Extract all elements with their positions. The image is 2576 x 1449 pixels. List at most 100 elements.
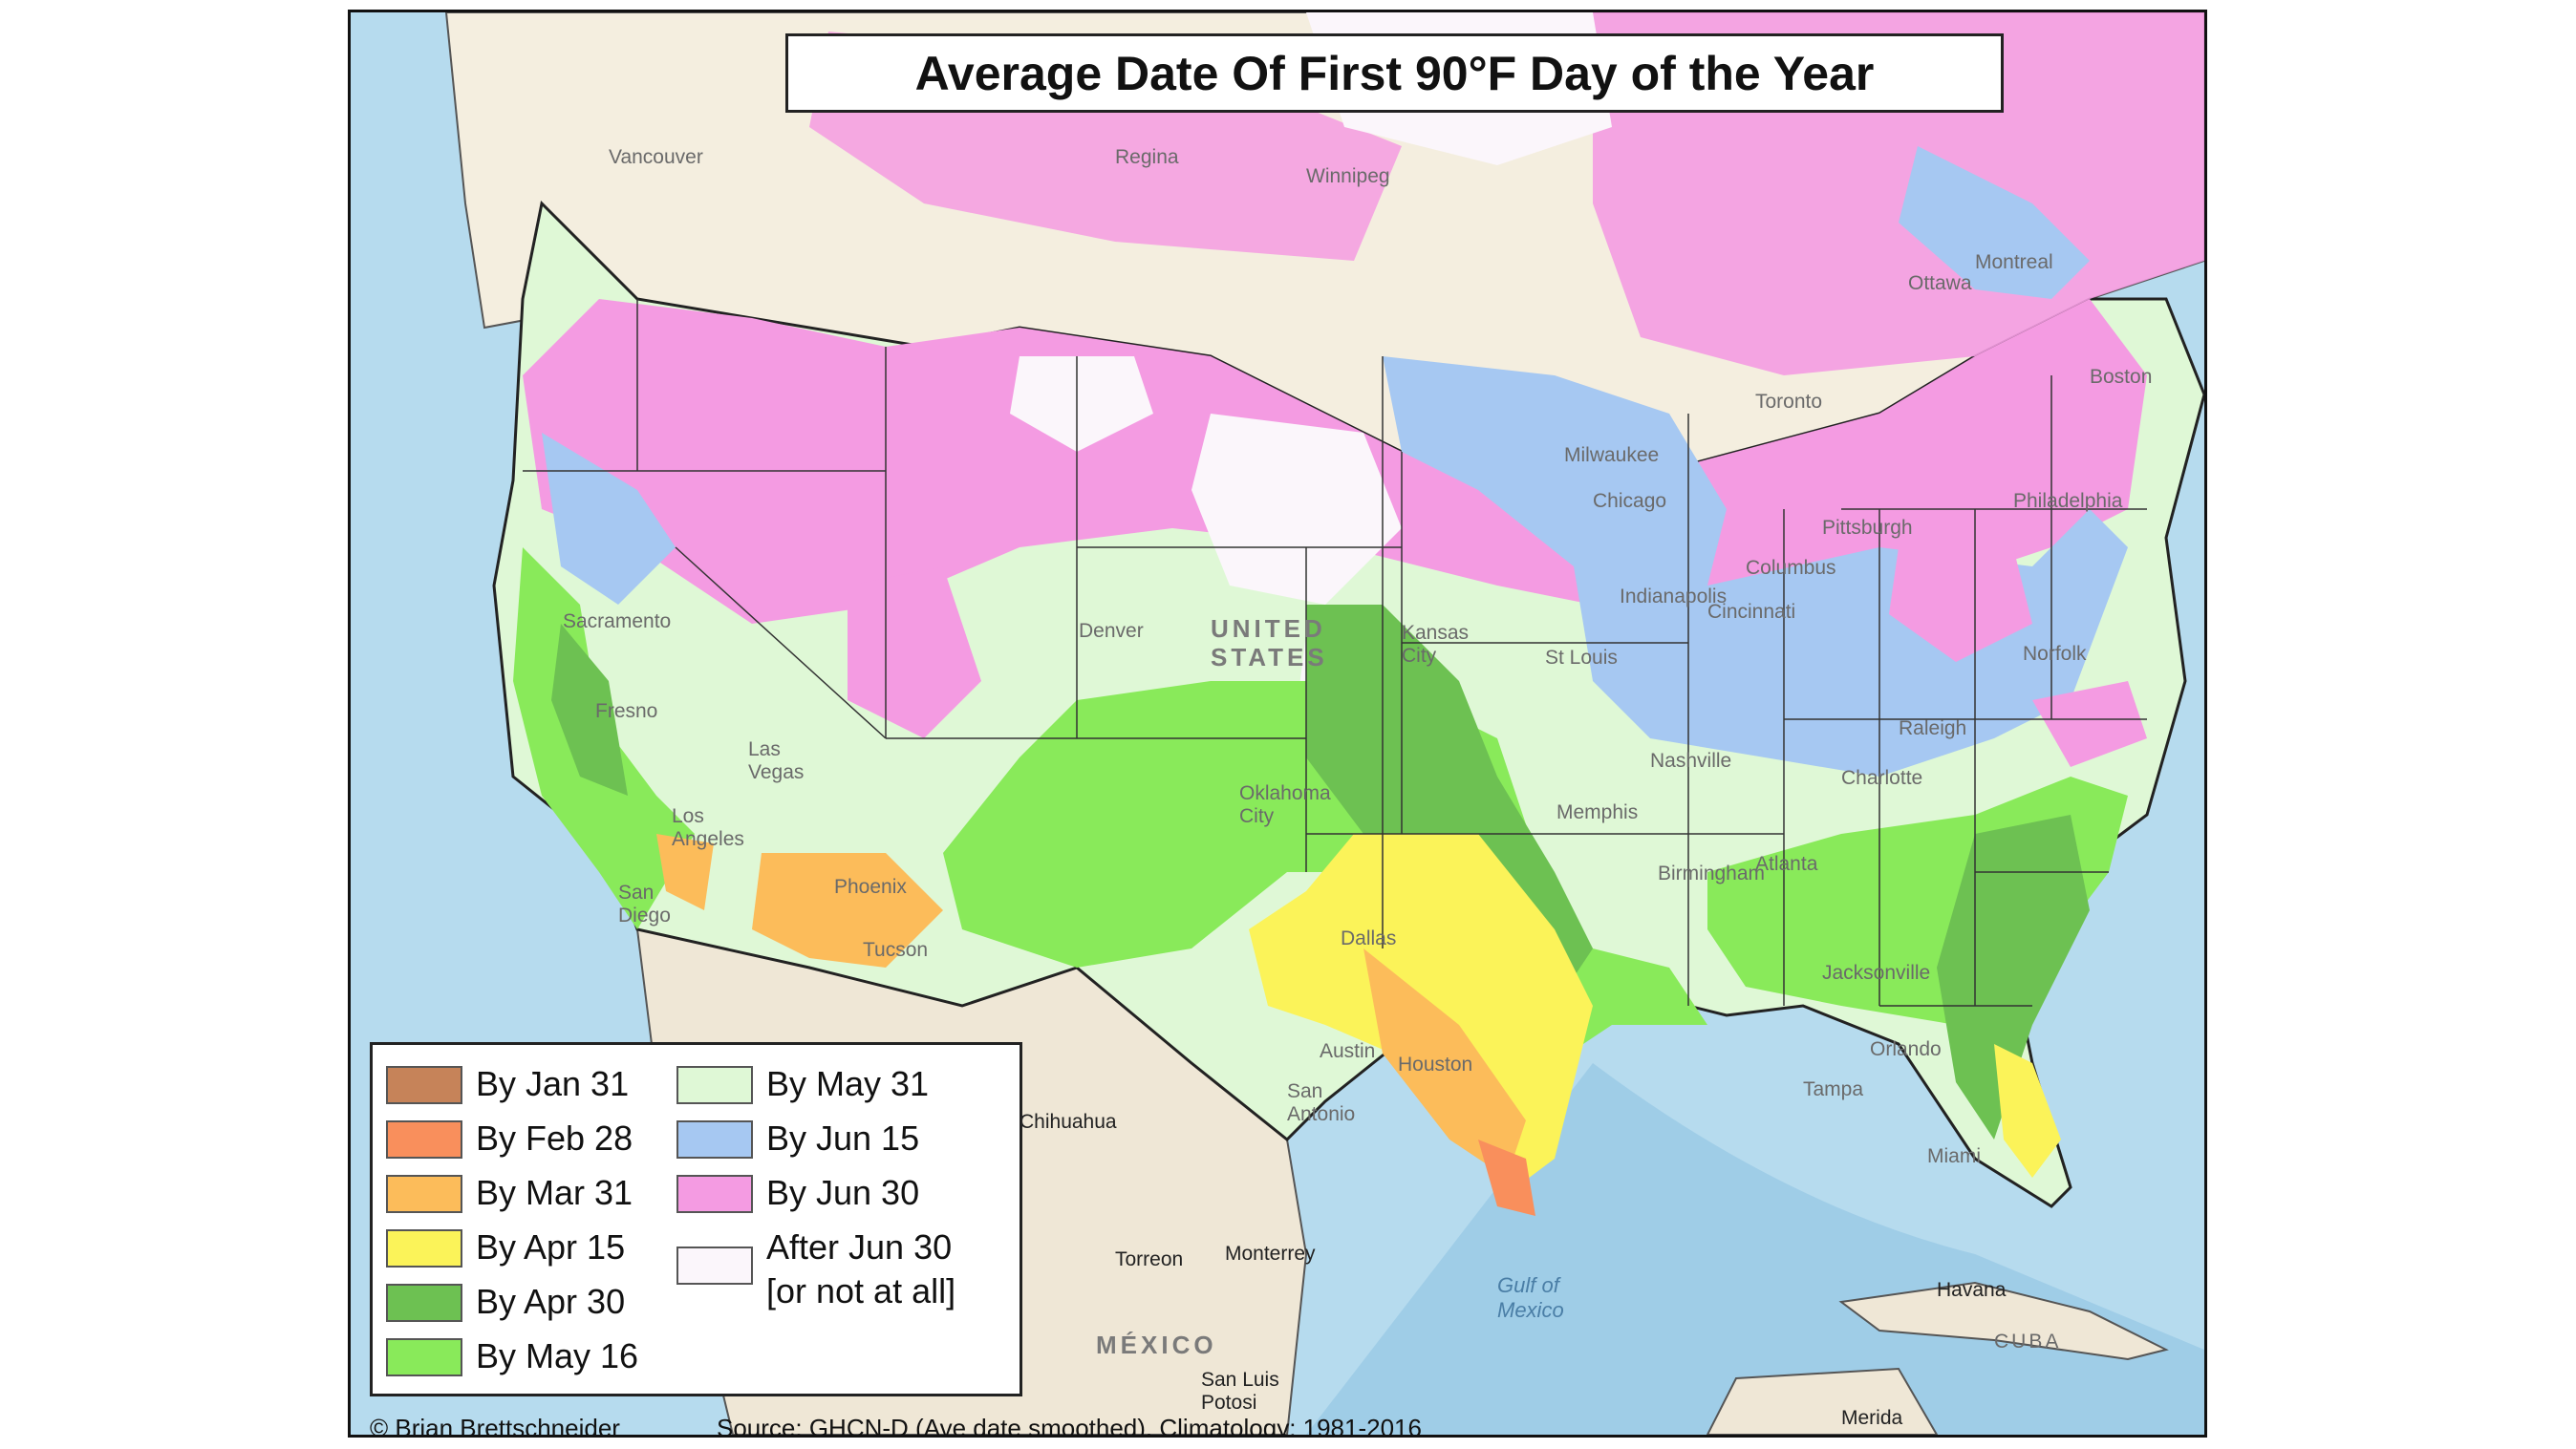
label-san-antonio: San Antonio	[1287, 1080, 1356, 1125]
label-boston: Boston	[2090, 366, 2153, 388]
label-cuba: CUBA	[1994, 1331, 2062, 1353]
legend-item-apr30: By Apr 30	[386, 1280, 625, 1324]
label-philadelphia: Philadelphia	[2013, 490, 2123, 512]
label-dallas: Dallas	[1341, 927, 1397, 949]
cuba-land	[1838, 1281, 2169, 1361]
label-oklahoma-city: Oklahoma City	[1239, 782, 1331, 827]
label-mexico: MÉXICO	[1096, 1331, 1217, 1359]
zone-jun30-appalachia	[2032, 681, 2147, 767]
label-sacramento: Sacramento	[563, 610, 672, 632]
legend-label: By Jan 31	[476, 1064, 630, 1103]
label-regina: Regina	[1115, 146, 1179, 168]
label-charlotte: Charlotte	[1841, 767, 1923, 789]
map-frame: UNITED STATES MÉXICO Gulf of Mexico CUBA…	[348, 10, 2207, 1438]
label-fresno: Fresno	[595, 700, 658, 722]
zone-mar31-south-texas	[1363, 948, 1526, 1178]
zone-after-jun30-idaho	[1010, 356, 1153, 452]
label-chicago: Chicago	[1593, 490, 1667, 512]
legend-item-jan31: By Jan 31	[386, 1062, 629, 1106]
legend-item-feb28: By Feb 28	[386, 1117, 633, 1161]
label-monterrey: Monterrey	[1225, 1243, 1316, 1265]
label-cincinnati: Cincinnati	[1707, 601, 1796, 623]
label-pittsburgh: Pittsburgh	[1822, 517, 1913, 539]
label-tucson: Tucson	[863, 939, 929, 961]
legend-label: By Jun 15	[766, 1119, 920, 1158]
label-kansas-city: Kansas City	[1402, 622, 1470, 667]
label-phoenix: Phoenix	[834, 876, 907, 898]
label-indianapolis: Indianapolis	[1620, 586, 1728, 607]
label-vancouver: Vancouver	[609, 146, 703, 168]
legend-swatch	[676, 1120, 753, 1159]
label-atlanta: Atlanta	[1755, 853, 1818, 875]
label-birmingham: Birmingham	[1658, 863, 1766, 884]
zone-mar31-arizona	[752, 853, 943, 968]
label-los-angeles: Los Angeles	[672, 805, 744, 850]
label-winnipeg: Winnipeg	[1306, 165, 1390, 187]
zone-apr15-florida	[1994, 1044, 2061, 1178]
zone-feb28-rio-grande	[1478, 1140, 1535, 1216]
legend-swatch	[386, 1066, 462, 1104]
label-san-diego: San Diego	[618, 882, 671, 927]
source-text: Source: GHCN-D (Ave date smoothed), Clim…	[717, 1414, 1422, 1438]
label-st-louis: St Louis	[1545, 647, 1618, 669]
label-havana: Havana	[1937, 1279, 2007, 1301]
legend-item-jun30: By Jun 30	[676, 1171, 919, 1215]
zone-jun15-great-lakes	[1899, 146, 2090, 299]
choropleth-map	[351, 12, 2204, 1435]
legend-label: By Jun 30	[766, 1173, 920, 1212]
label-austin: Austin	[1320, 1040, 1376, 1062]
label-merida: Merida	[1841, 1407, 1903, 1429]
zone-jun30-nevada	[848, 566, 981, 738]
label-denver: Denver	[1079, 620, 1144, 642]
label-las-vegas: Las Vegas	[748, 738, 805, 783]
label-nashville: Nashville	[1650, 750, 1732, 772]
legend-item-mar31: By Mar 31	[386, 1171, 633, 1215]
label-jacksonville: Jacksonville	[1822, 962, 1931, 984]
zone-after-jun30-wyoming	[1191, 414, 1402, 605]
yucatan-land	[1706, 1367, 1939, 1435]
label-columbus: Columbus	[1746, 557, 1836, 579]
legend-swatch	[386, 1229, 462, 1268]
label-tampa: Tampa	[1803, 1078, 1864, 1100]
legend-item-may31: By May 31	[676, 1062, 929, 1106]
legend-item-apr15: By Apr 15	[386, 1225, 625, 1269]
label-milwaukee: Milwaukee	[1564, 444, 1660, 466]
label-torreon: Torreon	[1115, 1248, 1184, 1270]
label-united-states: UNITED STATES	[1211, 614, 1328, 671]
title-box: Average Date Of First 90°F Day of the Ye…	[785, 33, 2004, 113]
legend-label: By Apr 30	[476, 1282, 626, 1321]
label-houston: Houston	[1398, 1054, 1473, 1076]
legend-label: By Feb 28	[476, 1119, 633, 1158]
legend-swatch	[386, 1120, 462, 1159]
label-miami: Miami	[1927, 1145, 1981, 1167]
label-norfolk: Norfolk	[2023, 643, 2087, 665]
legend-label: After Jun 30 [or not at all]	[766, 1227, 956, 1310]
legend-item-may16: By May 16	[386, 1334, 638, 1378]
label-chihuahua: Chihuahua	[1020, 1111, 1117, 1133]
legend-swatch	[386, 1338, 462, 1376]
legend-swatch	[676, 1247, 753, 1285]
legend-item-after-jun30: After Jun 30 [or not at all]	[676, 1225, 955, 1313]
label-san-luis-potosi: San Luis Potosi	[1201, 1369, 1279, 1414]
legend-swatch	[386, 1175, 462, 1213]
legend-swatch	[676, 1066, 753, 1104]
zone-jun15-oregon	[542, 433, 676, 605]
label-memphis: Memphis	[1556, 801, 1639, 823]
legend-label: By Mar 31	[476, 1173, 633, 1212]
legend-swatch	[676, 1175, 753, 1213]
label-toronto: Toronto	[1755, 391, 1823, 413]
label-orlando: Orlando	[1870, 1038, 1942, 1060]
legend-item-jun15: By Jun 15	[676, 1117, 919, 1161]
label-montreal: Montreal	[1975, 251, 2053, 273]
credit-text: © Brian Brettschneider	[370, 1414, 620, 1438]
legend-swatch	[386, 1284, 462, 1322]
legend-label: By Apr 15	[476, 1227, 626, 1267]
zone-jun15-dakota-minn	[1383, 356, 1727, 605]
map-title: Average Date Of First 90°F Day of the Ye…	[914, 46, 1875, 100]
label-gulf-of-mexico: Gulf of Mexico	[1497, 1273, 1564, 1322]
label-raleigh: Raleigh	[1899, 717, 1967, 739]
legend: By Jan 31 By Feb 28 By Mar 31 By Apr 15 …	[370, 1042, 1022, 1396]
legend-label: By May 16	[476, 1336, 639, 1375]
label-ottawa: Ottawa	[1908, 272, 1972, 294]
zone-apr30-central-valley	[551, 624, 628, 796]
